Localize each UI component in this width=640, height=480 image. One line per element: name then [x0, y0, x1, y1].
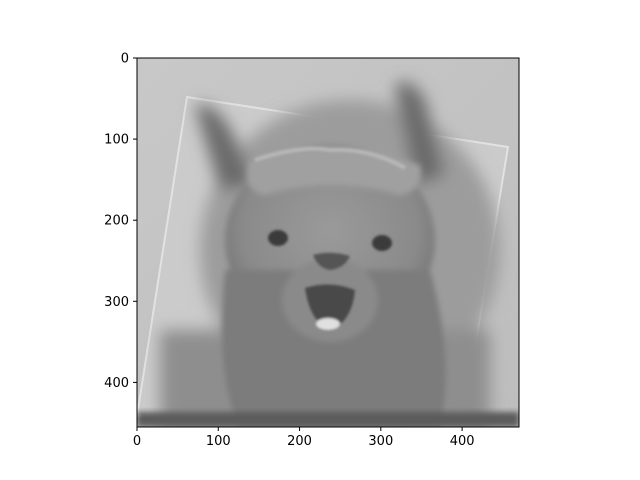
alpaca-face	[222, 145, 446, 427]
image-bottom-band	[137, 412, 519, 427]
y-tick-label: 100	[104, 133, 129, 148]
x-tick-label: 300	[368, 434, 393, 449]
y-tick-label: 300	[104, 295, 129, 310]
x-axis-ticks: 0 100 200 300 400	[133, 427, 475, 449]
axes-frame	[136, 57, 520, 428]
x-tick-label: 100	[206, 434, 231, 449]
alpaca-hybrid-image	[137, 58, 519, 427]
y-tick-label: 200	[104, 214, 129, 229]
y-axis-ticks: 0 100 200 300 400	[104, 52, 137, 391]
x-tick-label: 400	[450, 434, 475, 449]
x-tick-label: 200	[287, 434, 312, 449]
alpaca-features	[254, 146, 406, 330]
y-tick-label: 400	[104, 376, 129, 391]
x-tick-label: 0	[133, 434, 141, 449]
y-tick-label: 0	[121, 52, 129, 67]
